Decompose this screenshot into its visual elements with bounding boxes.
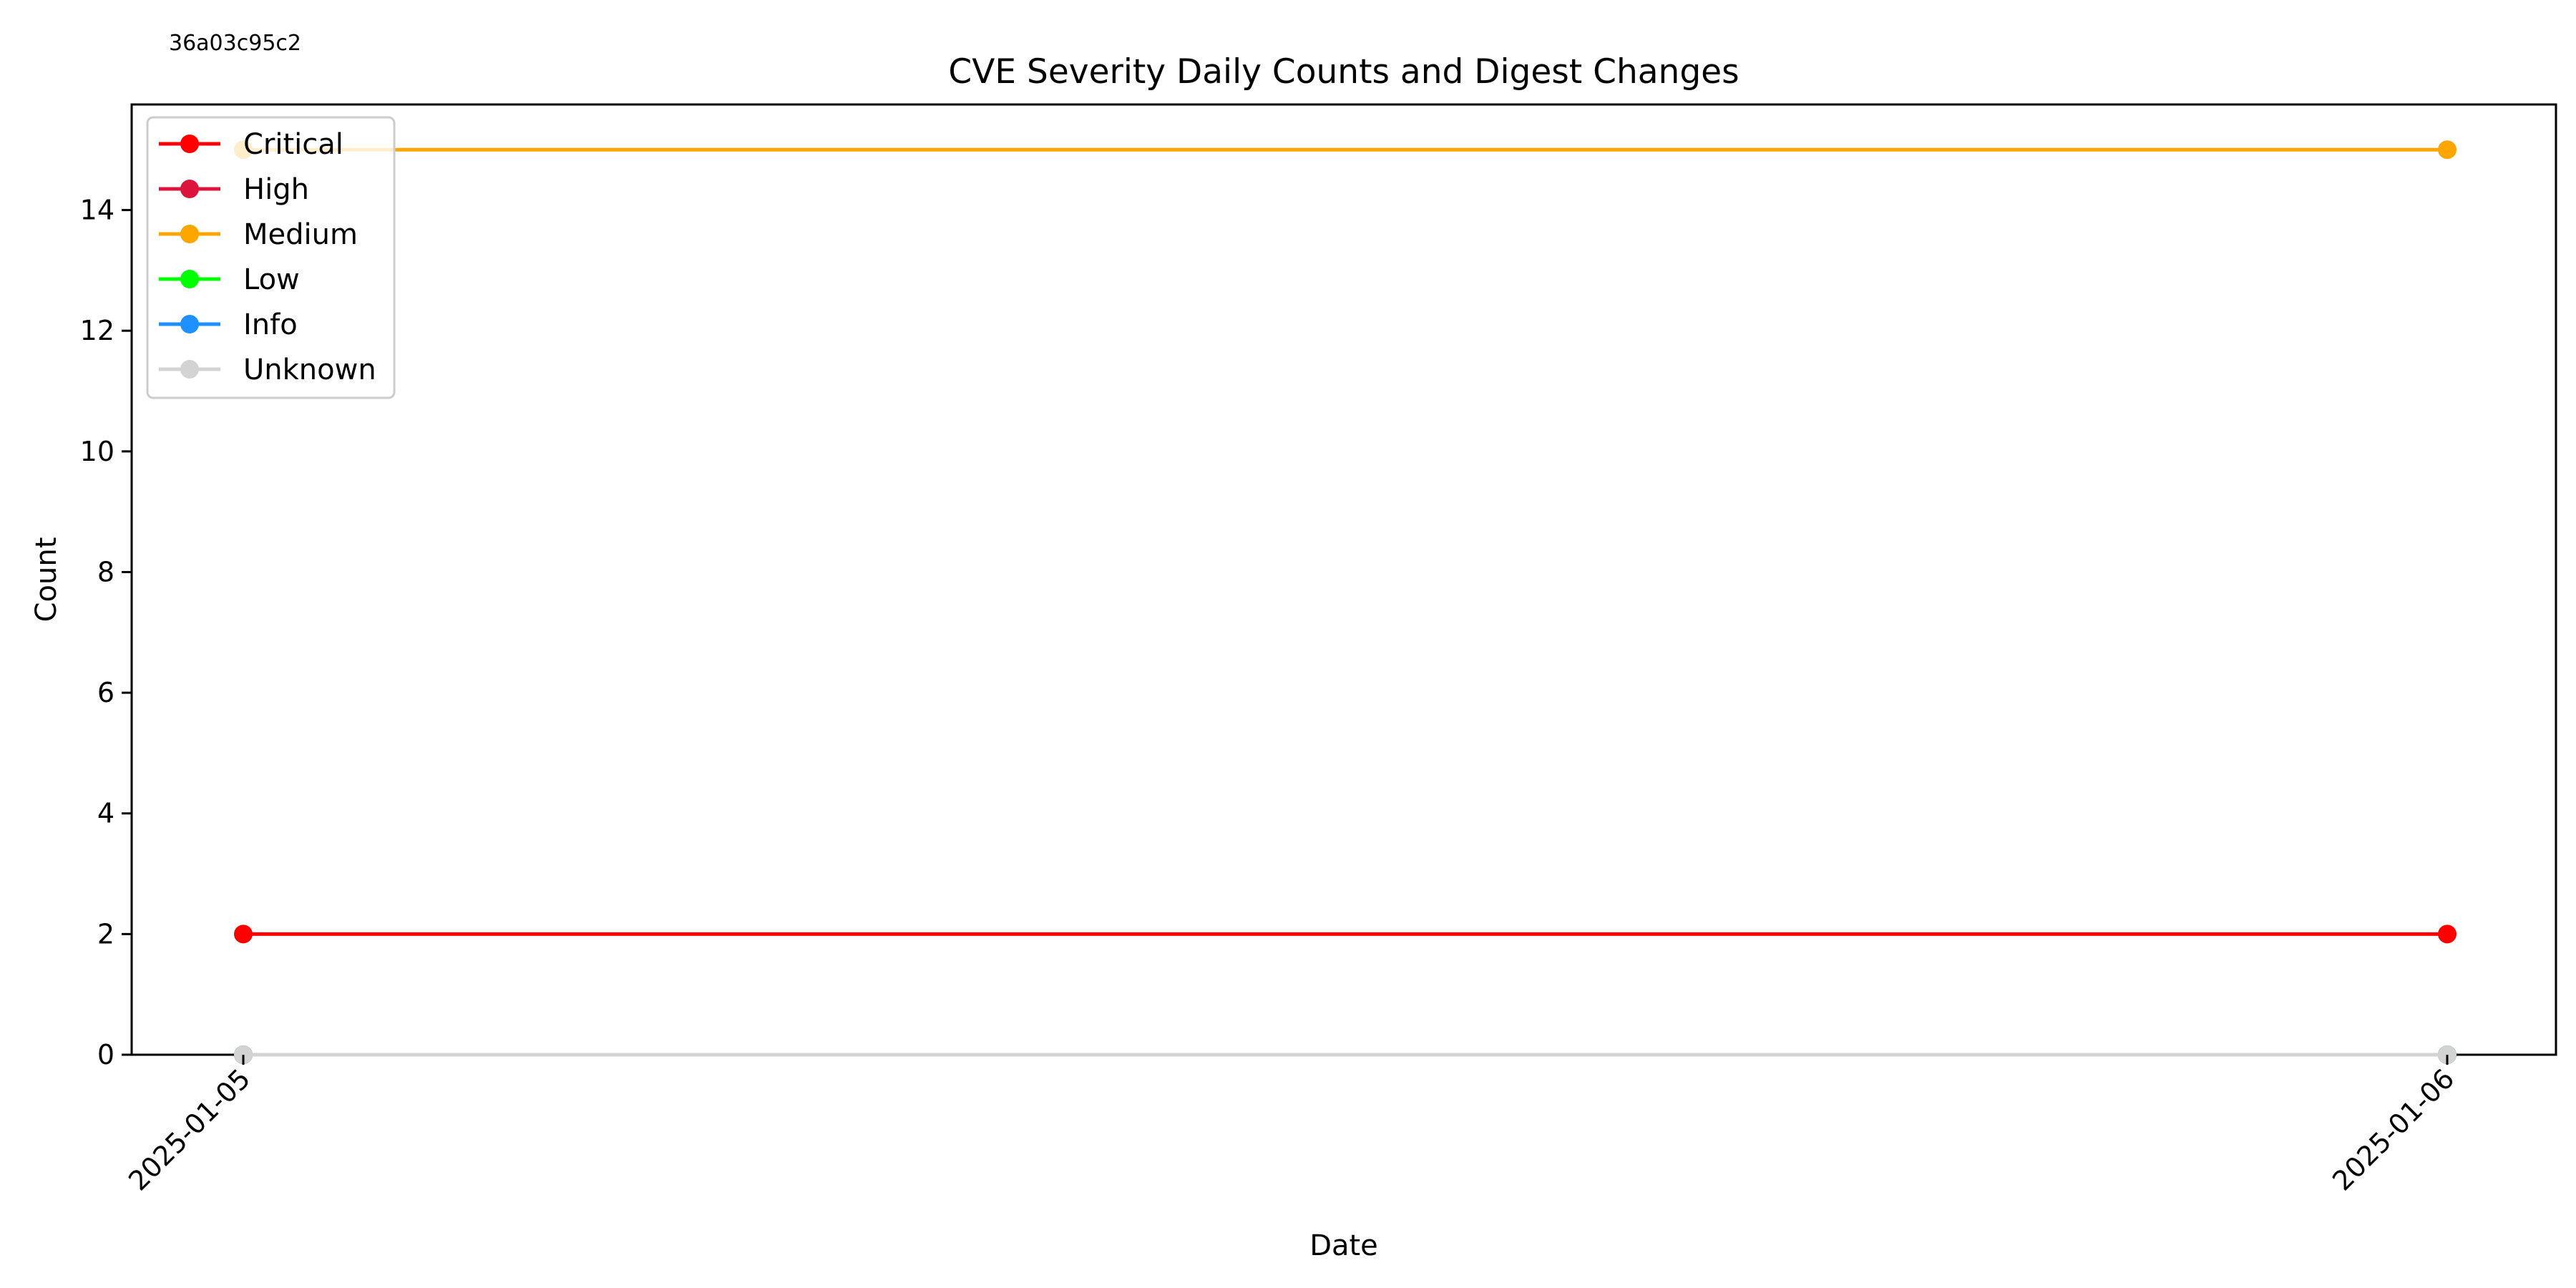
data-point <box>234 924 253 944</box>
y-axis-title: Count <box>30 537 63 623</box>
plot-frame <box>130 103 2557 1056</box>
series-critical <box>234 924 2457 944</box>
y-tick-label: 10 <box>80 436 114 467</box>
legend-label: Info <box>243 308 298 341</box>
x-tick-label: 2025-01-06 <box>2326 1063 2460 1196</box>
legend-item: High <box>159 173 309 206</box>
legend: Critical High Medium Low Info Unknown <box>146 116 396 399</box>
legend-marker <box>180 225 199 243</box>
legend-marker <box>180 180 199 198</box>
legend-label: Unknown <box>243 353 376 386</box>
legend-marker <box>180 135 199 153</box>
legend-item: Unknown <box>159 353 376 386</box>
y-tick-label: 6 <box>97 677 114 708</box>
legend-label: Medium <box>243 218 358 251</box>
legend-label: Critical <box>243 128 343 161</box>
y-tick-label: 2 <box>97 918 114 950</box>
y-tick-label: 4 <box>97 798 114 829</box>
plot-area <box>130 103 2557 1064</box>
legend-item: Low <box>159 263 300 296</box>
legend-item: Critical <box>159 128 343 161</box>
x-axis: 2025-01-05 2025-01-06 <box>122 1055 2460 1197</box>
legend-item: Medium <box>159 218 358 251</box>
legend-label: High <box>243 173 309 206</box>
x-axis-title: Date <box>1309 1229 1378 1262</box>
y-tick-label: 12 <box>80 315 114 346</box>
data-point <box>2438 924 2457 944</box>
legend-item: Info <box>159 308 298 341</box>
y-tick-label: 14 <box>80 195 114 226</box>
legend-marker <box>180 360 199 379</box>
y-tick-label: 0 <box>97 1039 114 1070</box>
legend-label: Low <box>243 263 300 296</box>
legend-marker <box>180 315 199 333</box>
x-tick-label: 2025-01-05 <box>122 1063 256 1196</box>
y-tick-label: 8 <box>97 556 114 587</box>
legend-marker <box>180 270 199 288</box>
y-axis: 0 2 4 6 8 10 12 14 <box>80 195 132 1070</box>
hash-label: 36a03c95c2 <box>169 31 301 56</box>
data-point <box>2438 140 2457 160</box>
chart-title: CVE Severity Daily Counts and Digest Cha… <box>948 52 1739 92</box>
